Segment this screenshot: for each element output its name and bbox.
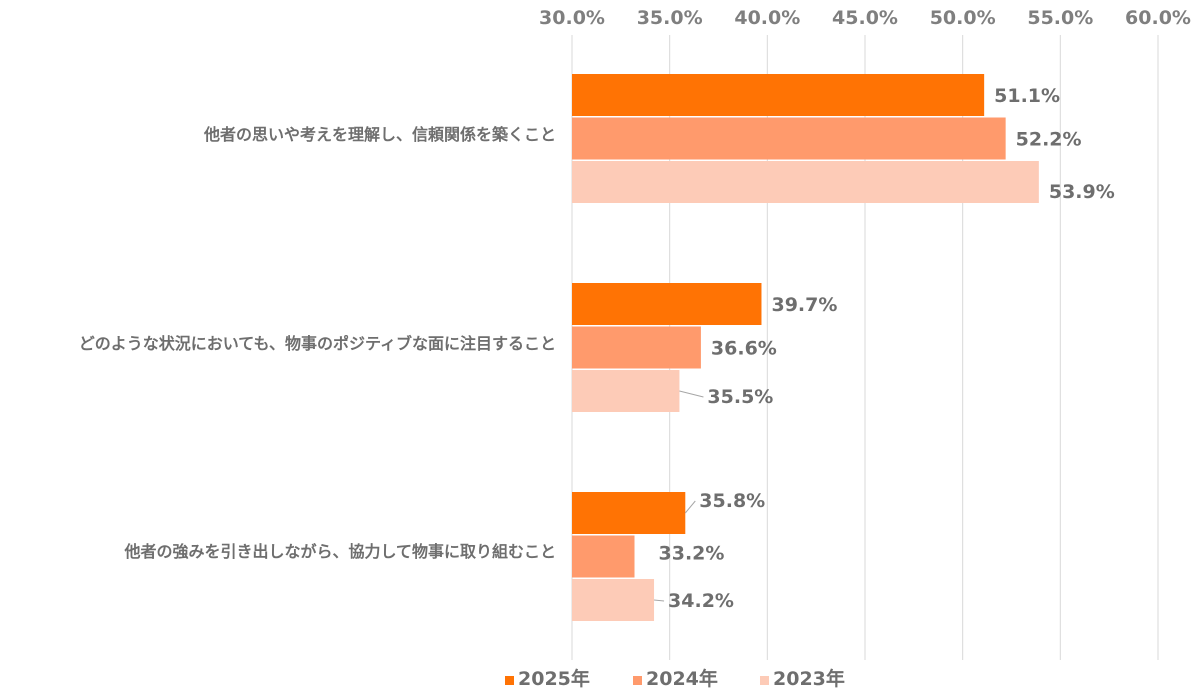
category-label: 他者の思いや考えを理解し、信頼関係を築くこと: [203, 125, 556, 144]
legend-label: 2023年: [773, 667, 845, 690]
data-label: 51.1%: [994, 85, 1060, 107]
leader-lines: [653, 390, 704, 602]
x-tick-label: 45.0%: [832, 7, 898, 29]
data-label: 33.2%: [659, 543, 725, 565]
data-label-leader-line: [684, 500, 696, 514]
category-labels: 他者の思いや考えを理解し、信頼関係を築くことどのような状況においても、物事のポジ…: [79, 125, 556, 561]
data-label-leader-line: [679, 390, 704, 398]
data-label-leader-line: [653, 599, 665, 602]
legend-swatch: [760, 676, 769, 685]
bar: [572, 492, 686, 534]
legend-label: 2024年: [646, 667, 718, 690]
category-label: どのような状況においても、物事のポジティブな面に注目すること: [79, 334, 556, 353]
x-tick-label: 50.0%: [930, 7, 996, 29]
bar: [572, 579, 655, 621]
x-tick-label: 55.0%: [1027, 7, 1093, 29]
bar: [572, 326, 701, 369]
legend-swatch: [505, 676, 514, 685]
bar: [572, 161, 1039, 203]
bar: [572, 370, 680, 412]
x-tick-label: 30.0%: [539, 7, 605, 29]
data-label: 52.2%: [1016, 129, 1082, 151]
x-tick-label: 40.0%: [734, 7, 800, 29]
bar: [572, 535, 635, 578]
x-tick-label: 35.0%: [637, 7, 703, 29]
bars: [572, 74, 1039, 621]
category-label: 他者の強みを引き出しながら、協力して物事に取り組むこと: [123, 542, 556, 561]
legend-swatch: [633, 676, 642, 685]
x-tick-label: 60.0%: [1125, 7, 1191, 29]
data-label: 35.8%: [699, 490, 765, 512]
data-label: 39.7%: [771, 294, 837, 316]
x-axis-tick-labels: 30.0% 35.0% 40.0% 45.0% 50.0% 55.0% 60.0%: [539, 7, 1191, 29]
data-label: 36.6%: [711, 338, 777, 360]
data-label: 34.2%: [668, 590, 734, 612]
bar: [572, 74, 985, 116]
legend-label: 2025年: [518, 667, 590, 690]
bar: [572, 117, 1006, 160]
data-label: 53.9%: [1049, 181, 1115, 203]
bar: [572, 283, 762, 325]
data-labels: 51.1% 52.2% 53.9% 39.7% 36.6% 35.5% 35.8% 33.2%…: [659, 85, 1115, 612]
data-label: 35.5%: [707, 386, 773, 408]
legend: 2025年 2024年 2023年: [505, 667, 845, 690]
